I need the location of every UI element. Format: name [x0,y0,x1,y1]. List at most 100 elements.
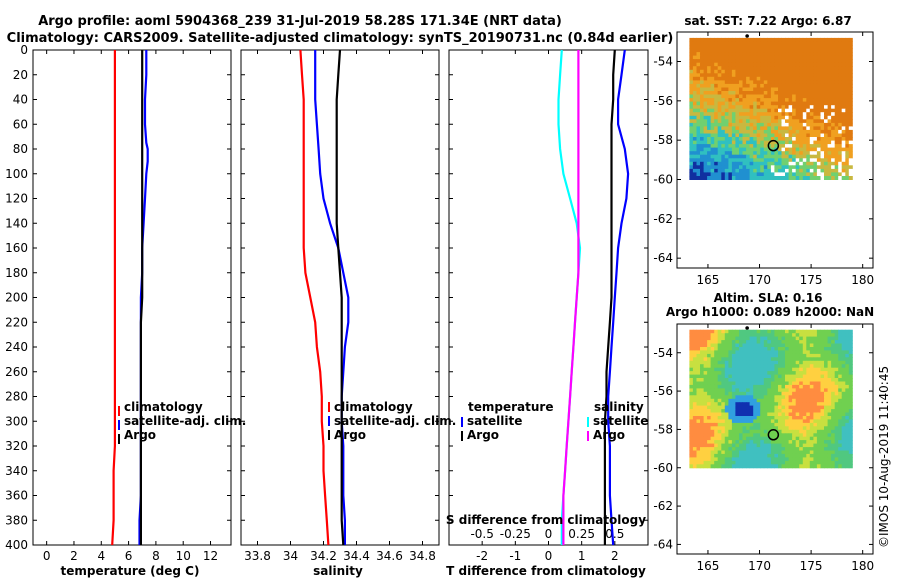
y-tick-label: 100 [5,167,28,181]
map-x-tick-label: 170 [748,559,771,573]
difference-xlabel: T difference from climatology [446,564,646,578]
x-tick-label: 34 [283,549,298,563]
x-top-tick-label: -0.25 [500,527,531,541]
map-dot [745,326,749,330]
series-line-climatology [299,49,330,546]
series-line-salinity-satellite [562,50,580,545]
x-tick-label: -1 [509,549,521,563]
y-tick-label: 160 [5,241,28,255]
difference-xlabel-top: S difference from climatology [446,513,646,527]
y-tick-label: 400 [5,538,28,552]
map-y-tick-label: -62 [653,499,673,513]
y-tick-label: 280 [5,390,28,404]
map-y-tick-label: -64 [653,537,673,551]
legend-temperature-satellite: satellite [467,414,522,428]
y-tick-label: 320 [5,439,28,453]
map-x-tick-label: 170 [748,273,771,287]
map-x-tick-label: 180 [851,559,874,573]
series-line-argo [335,49,345,546]
y-tick-label: 260 [5,365,28,379]
sla-map-subtitle: Argo h1000: 0.089 h2000: NaN [666,305,874,319]
legend-salinity-title: salinity [594,400,644,414]
y-tick-label: 360 [5,489,28,503]
salinity-panel: 33.8 34 34.2 34.4 34.6 34.8 [240,49,440,563]
x-tick-label: 12 [203,549,218,563]
map-x-tick-label: 175 [800,559,823,573]
map-y-tick-label: -60 [653,461,673,475]
x-tick-label: 2 [611,549,619,563]
series-line-argo [139,50,144,545]
map-y-tick-label: -58 [653,422,673,436]
map-y-tick-label: -62 [653,212,673,226]
map-y-tick-label: -54 [653,346,673,360]
legend-salinity-argo: Argo [593,428,625,442]
argo-position-marker [767,429,780,441]
map-y-tick-label: -54 [653,55,673,69]
series-line-climatology [111,50,117,546]
x-tick-label: 0 [43,549,51,563]
x-top-tick-label: 0.5 [605,527,624,541]
legend-temperature-title: temperature [468,400,553,414]
difference-panel: -2 -1 0 1 2 -0.5 -0.25 0 0.25 0.5 [448,49,649,563]
x-tick-label: 6 [125,549,133,563]
map-dot [745,34,749,38]
y-tick-label: 20 [13,68,28,82]
y-tick-label: 240 [5,340,28,354]
legend-argo: Argo [334,428,366,442]
sla-map-title: Altim. SLA: 0.16 [714,291,823,305]
y-tick-label: 300 [5,414,28,428]
argo-position-marker [767,139,780,152]
sla-colour-field [689,329,853,469]
legend-salinity-satellite: satellite [593,414,648,428]
y-tick-label: 180 [5,266,28,280]
credit-text: ©IMOS 10-Aug-2019 11:40:45 [877,366,891,548]
series-line-salinity-argo [607,49,630,546]
y-tick-label: 120 [5,192,28,206]
plot-frame [32,49,232,546]
y-tick-label: 340 [5,464,28,478]
map-x-tick-label: 165 [696,559,719,573]
sst-colour-field [689,37,853,180]
y-tick-label: 80 [13,142,28,156]
difference-legend-temperature: temperature satellite Argo [461,400,553,442]
y-tick-label: 140 [5,216,28,230]
title-line-1: Argo profile: aoml 5904368_239 31-Jul-20… [38,14,562,29]
plot-frame [240,49,440,546]
y-tick-label: 200 [5,291,28,305]
x-tick-label: 8 [152,549,160,563]
y-tick-label: 0 [20,43,28,57]
map-y-tick-label: -60 [653,173,673,187]
legend-climatology: climatology [124,400,203,414]
legend-climatology: climatology [334,400,413,414]
x-tick-label: 34.6 [376,549,403,563]
map-x-tick-label: 165 [696,273,719,287]
temperature-panel: 0204060801001201401601802002202402602803… [5,43,232,563]
x-tick-label: 0 [545,549,553,563]
x-tick-label: 2 [70,549,78,563]
map-y-tick-label: -64 [653,251,673,265]
x-tick-label: 1 [578,549,586,563]
sst-map-title: sat. SST: 7.22 Argo: 6.87 [684,14,851,28]
map-y-tick-label: -56 [653,384,673,398]
y-tick-label: 60 [13,117,28,131]
temperature-legend: climatology satellite-adj. clim. Argo [118,400,246,444]
series-line-temperature-argo [603,49,616,545]
sla-map: 165 170 175 180 -54 -56 -58 -60 -62 -64 [653,323,874,573]
y-tick-label: 380 [5,513,28,527]
x-top-tick-label: -0.5 [470,527,493,541]
x-tick-label: 10 [176,549,191,563]
x-tick-label: 34.4 [343,549,370,563]
x-tick-label: 34.8 [409,549,436,563]
salinity-legend: climatology satellite-adj. clim. Argo [328,400,456,442]
sst-map: 165 170 175 180 -54 -56 -58 -60 -62 -64 [653,31,874,287]
title-line-2: Climatology: CARS2009. Satellite-adjuste… [7,31,674,46]
legend-satellite-adj: satellite-adj. clim. [124,414,246,428]
x-tick-label: -2 [476,549,488,563]
series-line-satellite-adj-clim- [314,50,350,545]
legend-satellite-adj: satellite-adj. clim. [334,414,456,428]
salinity-xlabel: salinity [313,564,363,578]
legend-temperature-argo: Argo [467,428,499,442]
y-tick-label: 220 [5,315,28,329]
y-tick-label: 40 [13,93,28,107]
